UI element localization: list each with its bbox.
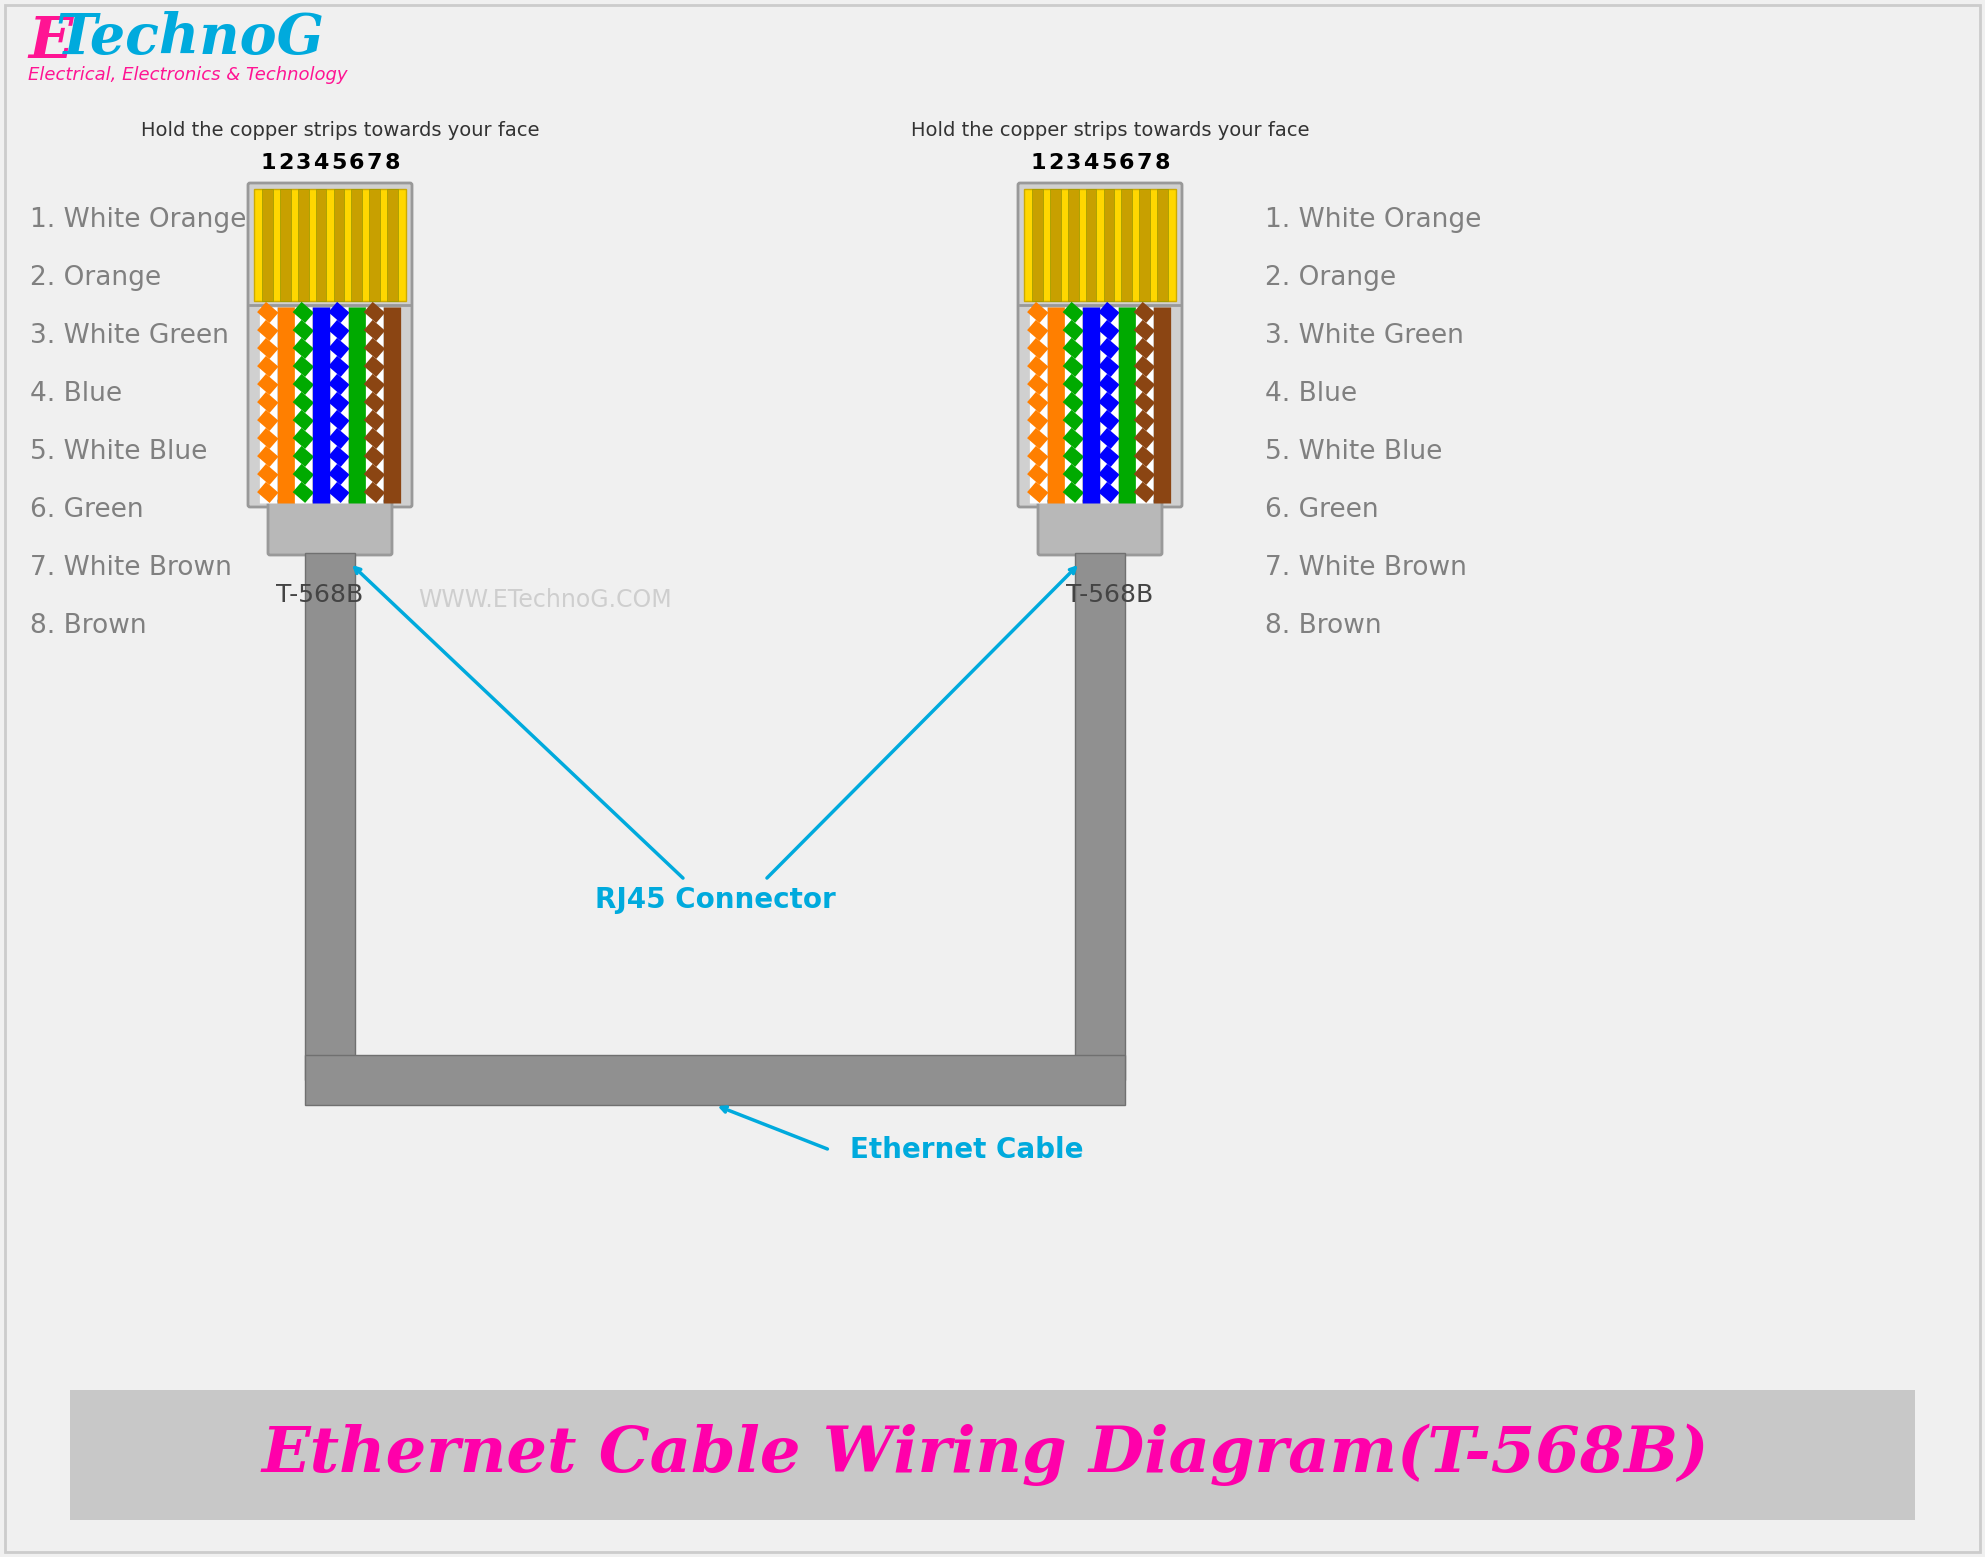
Text: 2. Orange: 2. Orange <box>30 265 161 291</box>
Text: 7. White Brown: 7. White Brown <box>30 554 232 581</box>
Bar <box>262 188 274 301</box>
Text: Hold the copper strips towards your face: Hold the copper strips towards your face <box>911 121 1310 140</box>
Text: 6: 6 <box>349 153 365 173</box>
Bar <box>1157 188 1167 301</box>
Text: E: E <box>28 14 73 70</box>
Text: 6: 6 <box>1120 153 1133 173</box>
Text: 6. Green: 6. Green <box>30 497 143 523</box>
Text: Electrical, Electronics & Technology: Electrical, Electronics & Technology <box>28 65 347 84</box>
Text: 7. White Brown: 7. White Brown <box>1264 554 1467 581</box>
Bar <box>306 553 355 1081</box>
Text: 8: 8 <box>385 153 399 173</box>
Text: 1: 1 <box>1030 153 1046 173</box>
Text: 5: 5 <box>331 153 347 173</box>
Bar <box>1139 188 1149 301</box>
Bar <box>1076 553 1125 1081</box>
Bar <box>1086 188 1096 301</box>
Text: Ethernet Cable Wiring Diagram(T-568B): Ethernet Cable Wiring Diagram(T-568B) <box>262 1423 1709 1487</box>
Text: 5. White Blue: 5. White Blue <box>30 439 206 466</box>
FancyBboxPatch shape <box>1038 501 1161 554</box>
Text: 4: 4 <box>1084 153 1100 173</box>
Text: 4. Blue: 4. Blue <box>1264 381 1358 406</box>
Text: 1. White Orange: 1. White Orange <box>1264 207 1481 234</box>
Text: 2: 2 <box>278 153 294 173</box>
Bar <box>1050 188 1060 301</box>
FancyBboxPatch shape <box>1018 184 1181 508</box>
Text: RJ45 Connector: RJ45 Connector <box>596 886 836 914</box>
Text: 4: 4 <box>314 153 330 173</box>
Bar <box>254 188 407 301</box>
Text: Hold the copper strips towards your face: Hold the copper strips towards your face <box>141 121 540 140</box>
FancyBboxPatch shape <box>248 184 413 508</box>
Text: 7: 7 <box>1137 153 1151 173</box>
Text: 1. White Orange: 1. White Orange <box>30 207 246 234</box>
Text: 6. Green: 6. Green <box>1264 497 1380 523</box>
Bar <box>298 188 308 301</box>
Bar <box>1122 188 1131 301</box>
Text: 4. Blue: 4. Blue <box>30 381 123 406</box>
Text: 2. Orange: 2. Orange <box>1264 265 1395 291</box>
Bar <box>387 188 397 301</box>
Text: Ethernet Cable: Ethernet Cable <box>850 1137 1084 1165</box>
Text: 5: 5 <box>1102 153 1118 173</box>
Text: T-568B: T-568B <box>1066 582 1153 607</box>
Text: 3: 3 <box>1066 153 1082 173</box>
Bar <box>1032 188 1042 301</box>
Bar <box>1104 188 1114 301</box>
Text: 5. White Blue: 5. White Blue <box>1264 439 1443 466</box>
Bar <box>333 188 343 301</box>
Bar <box>351 188 361 301</box>
Text: 8: 8 <box>1155 153 1169 173</box>
Bar <box>69 1390 1916 1520</box>
Bar <box>1024 188 1175 301</box>
Text: 1: 1 <box>260 153 276 173</box>
Text: 2: 2 <box>1048 153 1064 173</box>
FancyBboxPatch shape <box>268 501 391 554</box>
Text: 8. Brown: 8. Brown <box>1264 613 1382 638</box>
Bar <box>1068 188 1078 301</box>
Bar <box>306 1056 1125 1105</box>
Text: 3: 3 <box>296 153 312 173</box>
Text: WWW.ETechnoG.COM: WWW.ETechnoG.COM <box>419 589 671 612</box>
Text: 8. Brown: 8. Brown <box>30 613 147 638</box>
Bar <box>369 188 379 301</box>
Text: 3. White Green: 3. White Green <box>1264 322 1463 349</box>
Bar <box>316 188 326 301</box>
Text: 3. White Green: 3. White Green <box>30 322 228 349</box>
Bar <box>280 188 292 301</box>
Text: T-568B: T-568B <box>276 582 363 607</box>
Text: 7: 7 <box>367 153 383 173</box>
Text: TechnoG: TechnoG <box>56 11 324 65</box>
